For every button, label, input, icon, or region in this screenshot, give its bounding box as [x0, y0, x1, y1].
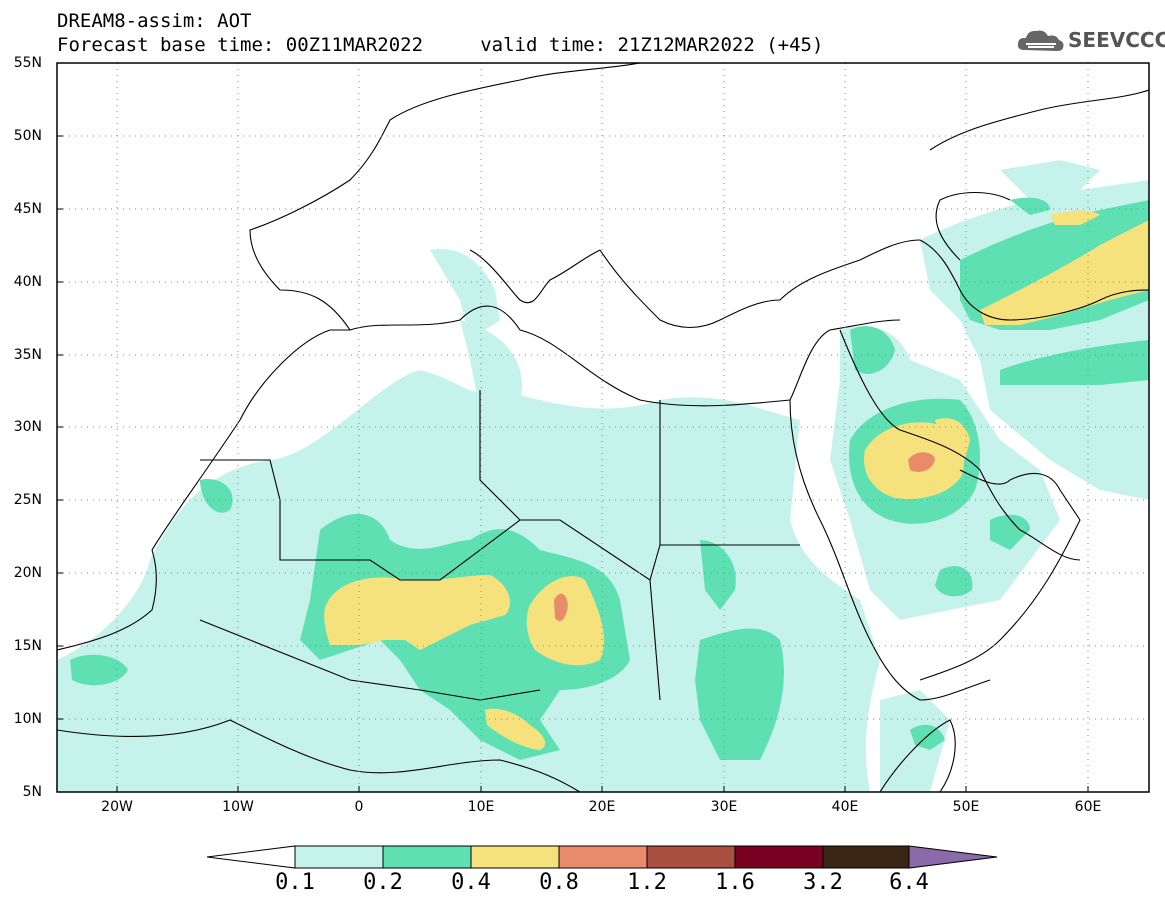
- colorbar-label-1-2: 1.2: [627, 870, 667, 895]
- aot-level-0-2: [70, 197, 1149, 760]
- lon-label-20e: 20E: [588, 799, 616, 815]
- colorbar-label-1-6: 1.6: [715, 870, 755, 895]
- colorbar-bin-0-2: [382, 845, 472, 869]
- lat-label-5n: 5N: [22, 784, 42, 800]
- lon-label-0: 0: [354, 799, 364, 815]
- seevccc-logo: SEEVCCC: [1016, 26, 1165, 54]
- lon-label-10e: 10E: [467, 799, 495, 815]
- graticule: [57, 63, 1149, 792]
- cloud-icon: [1017, 30, 1064, 51]
- lon-label-20w: 20W: [101, 799, 133, 815]
- colorbar-bin-1-2: [646, 845, 736, 869]
- lon-label-60e: 60E: [1074, 799, 1102, 815]
- map-frame: [56, 62, 1150, 793]
- colorbar-bin-0-4: [470, 845, 560, 869]
- lat-label-40n: 40N: [13, 274, 42, 290]
- lat-label-30n: 30N: [13, 419, 42, 435]
- colorbar-bin-0-1: [294, 845, 384, 869]
- colorbar-label-6-4: 6.4: [889, 870, 929, 895]
- lon-label-50e: 50E: [952, 799, 980, 815]
- lat-label-10n: 10N: [13, 711, 42, 727]
- logo-text: SEEVCCC: [1068, 28, 1165, 52]
- colorbar-low-arrow: [206, 845, 296, 869]
- colorbar-label-0-4: 0.4: [451, 870, 491, 895]
- aot-level-0-8: [554, 452, 935, 622]
- colorbar-label-0-1: 0.1: [275, 870, 315, 895]
- lat-label-45n: 45N: [13, 201, 42, 217]
- colorbar-high-arrow: [908, 845, 998, 869]
- lat-label-25n: 25N: [13, 492, 42, 508]
- lon-label-10w: 10W: [222, 799, 254, 815]
- colorbar-label-3-2: 3.2: [803, 870, 843, 895]
- colorbar-bin-3-2: [822, 845, 910, 869]
- lon-label-40e: 40E: [831, 799, 859, 815]
- lat-label-20n: 20N: [13, 565, 42, 581]
- lat-label-55n: 55N: [13, 55, 42, 71]
- lat-label-35n: 35N: [13, 347, 42, 363]
- colorbar-label-0-8: 0.8: [539, 870, 579, 895]
- colorbar-bin-1-6: [734, 845, 824, 869]
- colorbar-bin-0-8: [558, 845, 648, 869]
- colorbar-label-0-2: 0.2: [363, 870, 403, 895]
- lat-label-15n: 15N: [13, 638, 42, 654]
- coastlines: [57, 63, 1149, 792]
- lat-label-50n: 50N: [13, 128, 42, 144]
- chart-title: DREAM8-assim: AOT: [57, 10, 252, 32]
- lon-label-30e: 30E: [710, 799, 738, 815]
- chart-subtitle: Forecast base time: 00Z11MAR2022 valid t…: [57, 34, 824, 56]
- colorbar: [206, 845, 998, 869]
- aot-field: [57, 160, 1149, 792]
